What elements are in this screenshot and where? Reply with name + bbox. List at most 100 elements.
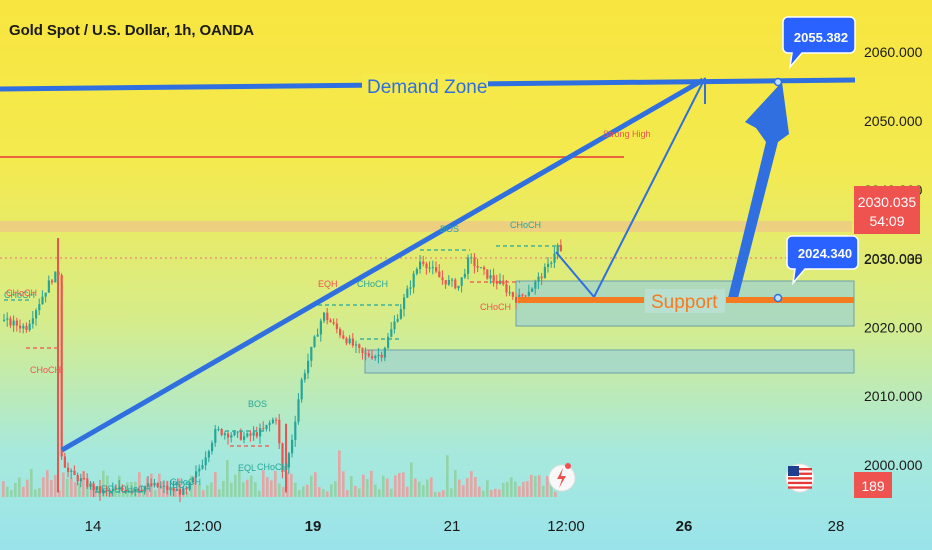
volume-bar bbox=[478, 486, 481, 497]
volume-bar bbox=[66, 478, 69, 497]
candle-body bbox=[553, 253, 556, 263]
volume-bar bbox=[2, 481, 5, 497]
candle-body bbox=[89, 483, 92, 487]
resistance-band bbox=[0, 221, 852, 232]
candle-body bbox=[447, 279, 450, 285]
volume-bar bbox=[410, 462, 413, 497]
candle-body bbox=[118, 487, 121, 489]
volume-bar bbox=[178, 478, 181, 497]
candle-body bbox=[310, 346, 313, 361]
candle-body bbox=[44, 292, 47, 297]
candle-body bbox=[271, 419, 274, 423]
candle-body bbox=[502, 280, 505, 285]
x-tick-label: 12:00 bbox=[184, 518, 222, 535]
candle-body bbox=[463, 273, 466, 278]
smc-label: CHoCH bbox=[6, 288, 37, 298]
candle-body bbox=[470, 257, 473, 259]
volume-bar bbox=[370, 470, 373, 497]
volume-bar bbox=[414, 478, 417, 497]
volume-bar bbox=[430, 477, 433, 497]
candle-body bbox=[127, 490, 130, 493]
candle-body bbox=[550, 262, 553, 264]
candle-body bbox=[409, 287, 412, 289]
candle-body bbox=[524, 295, 527, 297]
volume-bar bbox=[82, 470, 85, 497]
candle-body bbox=[156, 482, 159, 488]
smc-label: CHoCH bbox=[4, 290, 35, 300]
candle-body bbox=[313, 336, 316, 347]
candle-body bbox=[185, 487, 188, 490]
volume-bar bbox=[130, 481, 133, 497]
candle-body bbox=[236, 431, 239, 433]
volume-bar bbox=[530, 474, 533, 497]
candle-body bbox=[175, 489, 178, 491]
candle-body bbox=[67, 467, 70, 472]
volume-bar bbox=[198, 484, 201, 497]
x-tick-label: 19 bbox=[305, 518, 322, 535]
candle-body bbox=[467, 257, 470, 274]
candle-body bbox=[358, 344, 361, 348]
volume-bar bbox=[110, 491, 113, 497]
candle-body bbox=[275, 419, 278, 421]
volume-bar bbox=[74, 482, 77, 497]
candle-body bbox=[83, 478, 86, 480]
candle-body bbox=[92, 483, 95, 491]
rising-trendline bbox=[60, 77, 705, 453]
candle-body bbox=[166, 485, 169, 491]
volume-bar bbox=[14, 482, 17, 497]
volume-badge bbox=[854, 472, 892, 498]
y-tick-label: 2000.000 bbox=[864, 457, 923, 473]
candle-body bbox=[367, 353, 370, 357]
candle-body bbox=[329, 320, 332, 323]
candle-body bbox=[246, 433, 249, 437]
candle-body bbox=[300, 379, 303, 400]
x-tick-label: 12:00 bbox=[547, 518, 585, 535]
candle-body bbox=[457, 285, 460, 289]
volume-bar bbox=[138, 472, 141, 497]
y-tick-label: 2020.000 bbox=[864, 319, 923, 335]
volume-bar bbox=[454, 470, 457, 497]
candle-body bbox=[249, 433, 252, 436]
candle-body bbox=[412, 273, 415, 288]
volume-bar bbox=[106, 475, 109, 497]
candle-body bbox=[425, 263, 428, 269]
volume-bar bbox=[358, 488, 361, 497]
chart-title: Gold Spot / U.S. Dollar, 1h, OANDA bbox=[9, 22, 254, 39]
candle-body bbox=[326, 312, 329, 321]
smc-label: BOS bbox=[172, 480, 191, 490]
candle-body bbox=[172, 487, 175, 491]
volume-bar bbox=[422, 485, 425, 497]
volume-bar bbox=[450, 488, 453, 497]
candle-body bbox=[169, 487, 172, 491]
candle-body bbox=[31, 318, 34, 324]
candle-body bbox=[15, 320, 18, 326]
candle-body bbox=[134, 489, 137, 492]
candle-body bbox=[377, 354, 380, 357]
volume-bar bbox=[350, 476, 353, 497]
countdown-price: 2030.035 bbox=[858, 194, 917, 210]
candle-body bbox=[115, 488, 118, 490]
smc-label: CHoCH bbox=[510, 220, 541, 230]
volume-bar bbox=[302, 486, 305, 497]
us-flag-stripe bbox=[788, 477, 812, 480]
volume-bar bbox=[214, 472, 217, 497]
volume-bar bbox=[18, 477, 21, 497]
support-dot bbox=[773, 293, 783, 303]
candle-body bbox=[217, 428, 220, 430]
candle-body bbox=[25, 325, 28, 331]
smc-label: CHoCH bbox=[30, 365, 61, 375]
candle-body bbox=[204, 457, 207, 466]
volume-bar bbox=[230, 482, 233, 497]
volume-bar bbox=[78, 482, 81, 497]
candle-body bbox=[345, 338, 348, 344]
volume-bar bbox=[274, 470, 277, 497]
candle-body bbox=[252, 432, 255, 436]
volume-bar bbox=[34, 489, 37, 497]
volume-bar bbox=[242, 482, 245, 497]
volume-bar bbox=[398, 472, 401, 497]
volume-bar bbox=[202, 490, 205, 497]
support-price-bubble bbox=[786, 235, 859, 286]
candle-body bbox=[201, 465, 204, 469]
